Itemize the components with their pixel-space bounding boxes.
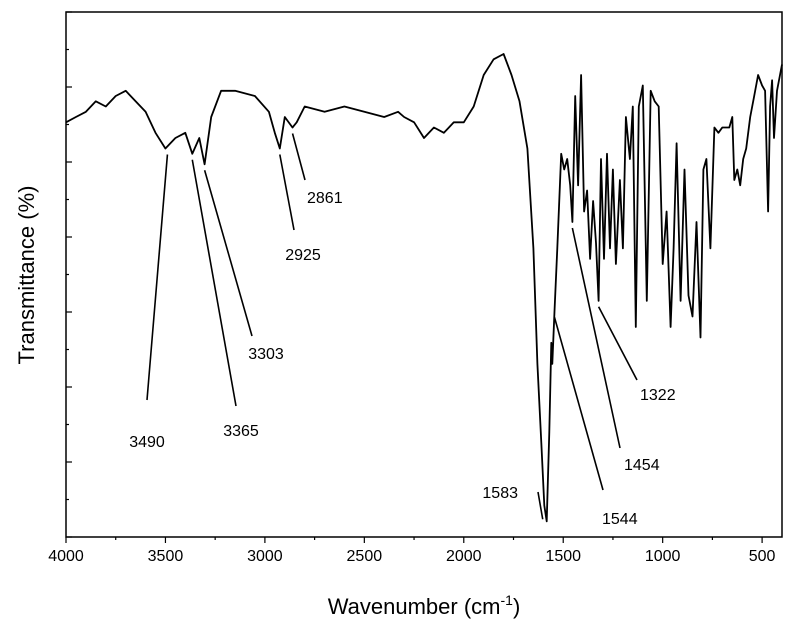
peak-label-1454: 1454 bbox=[624, 457, 660, 474]
x-axis-tick-labels: 4000 3500 3000 2500 2000 1500 1000 500 bbox=[48, 548, 775, 565]
spectrum-line bbox=[65, 53, 783, 523]
peak-label-1583: 1583 bbox=[482, 485, 518, 502]
peak-leader-line bbox=[537, 491, 544, 520]
x-tick-label: 1000 bbox=[645, 548, 681, 565]
peak-label-2925: 2925 bbox=[285, 247, 321, 264]
x-tick-label: 3500 bbox=[148, 548, 184, 565]
y-axis-ticks bbox=[66, 11, 72, 538]
plot-frame bbox=[65, 11, 783, 538]
x-tick-label: 500 bbox=[749, 548, 776, 565]
x-tick-label: 3000 bbox=[247, 548, 283, 565]
peak-label-3365: 3365 bbox=[223, 423, 259, 440]
peak-label-1544: 1544 bbox=[602, 511, 638, 528]
peak-leader-line bbox=[146, 154, 169, 401]
plot-border bbox=[65, 11, 783, 538]
peak-leader-line bbox=[203, 170, 253, 337]
peak-leader-line bbox=[291, 133, 306, 181]
peak-leader-line bbox=[553, 317, 604, 491]
y-axis-title: Transmittance (%) bbox=[14, 186, 39, 365]
x-tick-label: 1500 bbox=[545, 548, 581, 565]
peak-label-3490: 3490 bbox=[129, 434, 165, 451]
x-tick-label: 2000 bbox=[446, 548, 482, 565]
peak-label-3303: 3303 bbox=[248, 346, 284, 363]
x-tick-label: 2500 bbox=[347, 548, 383, 565]
peak-leader-line bbox=[597, 306, 638, 381]
x-axis-title-superscript: -1 bbox=[501, 592, 514, 608]
peak-leader-line bbox=[191, 159, 237, 407]
peak-annotations: 3490 3365 3303 2925 2861 1583 1544 1454 1322 bbox=[129, 133, 676, 528]
x-tick-label: 4000 bbox=[48, 548, 84, 565]
peak-label-1322: 1322 bbox=[640, 387, 676, 404]
x-axis-ticks bbox=[65, 537, 763, 543]
peak-label-2861: 2861 bbox=[307, 190, 343, 207]
x-axis-title: Wavenumber (cm-1) bbox=[328, 592, 521, 619]
series-layer bbox=[65, 53, 783, 523]
peak-leader-line bbox=[279, 154, 295, 231]
peak-leader-line bbox=[571, 227, 621, 449]
